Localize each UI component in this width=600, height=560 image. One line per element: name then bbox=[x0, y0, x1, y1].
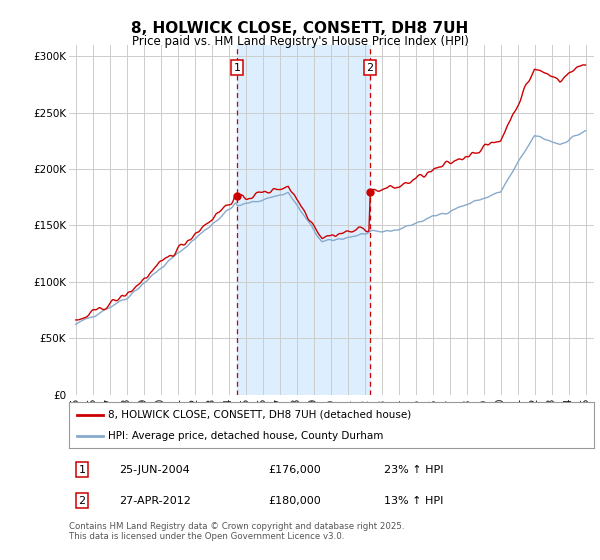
Text: Contains HM Land Registry data © Crown copyright and database right 2025.
This d: Contains HM Land Registry data © Crown c… bbox=[69, 522, 404, 542]
Text: 8, HOLWICK CLOSE, CONSETT, DH8 7UH (detached house): 8, HOLWICK CLOSE, CONSETT, DH8 7UH (deta… bbox=[109, 410, 412, 420]
Text: HPI: Average price, detached house, County Durham: HPI: Average price, detached house, Coun… bbox=[109, 431, 384, 441]
Text: Price paid vs. HM Land Registry's House Price Index (HPI): Price paid vs. HM Land Registry's House … bbox=[131, 35, 469, 48]
Text: 8, HOLWICK CLOSE, CONSETT, DH8 7UH: 8, HOLWICK CLOSE, CONSETT, DH8 7UH bbox=[131, 21, 469, 36]
Text: 2: 2 bbox=[79, 496, 86, 506]
Text: 23% ↑ HPI: 23% ↑ HPI bbox=[384, 465, 443, 475]
Text: 1: 1 bbox=[79, 465, 86, 475]
Text: 1: 1 bbox=[233, 63, 241, 73]
Text: 27-APR-2012: 27-APR-2012 bbox=[119, 496, 191, 506]
Text: 25-JUN-2004: 25-JUN-2004 bbox=[119, 465, 190, 475]
Text: £176,000: £176,000 bbox=[269, 465, 321, 475]
Text: 2: 2 bbox=[367, 63, 374, 73]
Text: £180,000: £180,000 bbox=[269, 496, 321, 506]
Text: 13% ↑ HPI: 13% ↑ HPI bbox=[384, 496, 443, 506]
Bar bbox=[237, 45, 370, 395]
